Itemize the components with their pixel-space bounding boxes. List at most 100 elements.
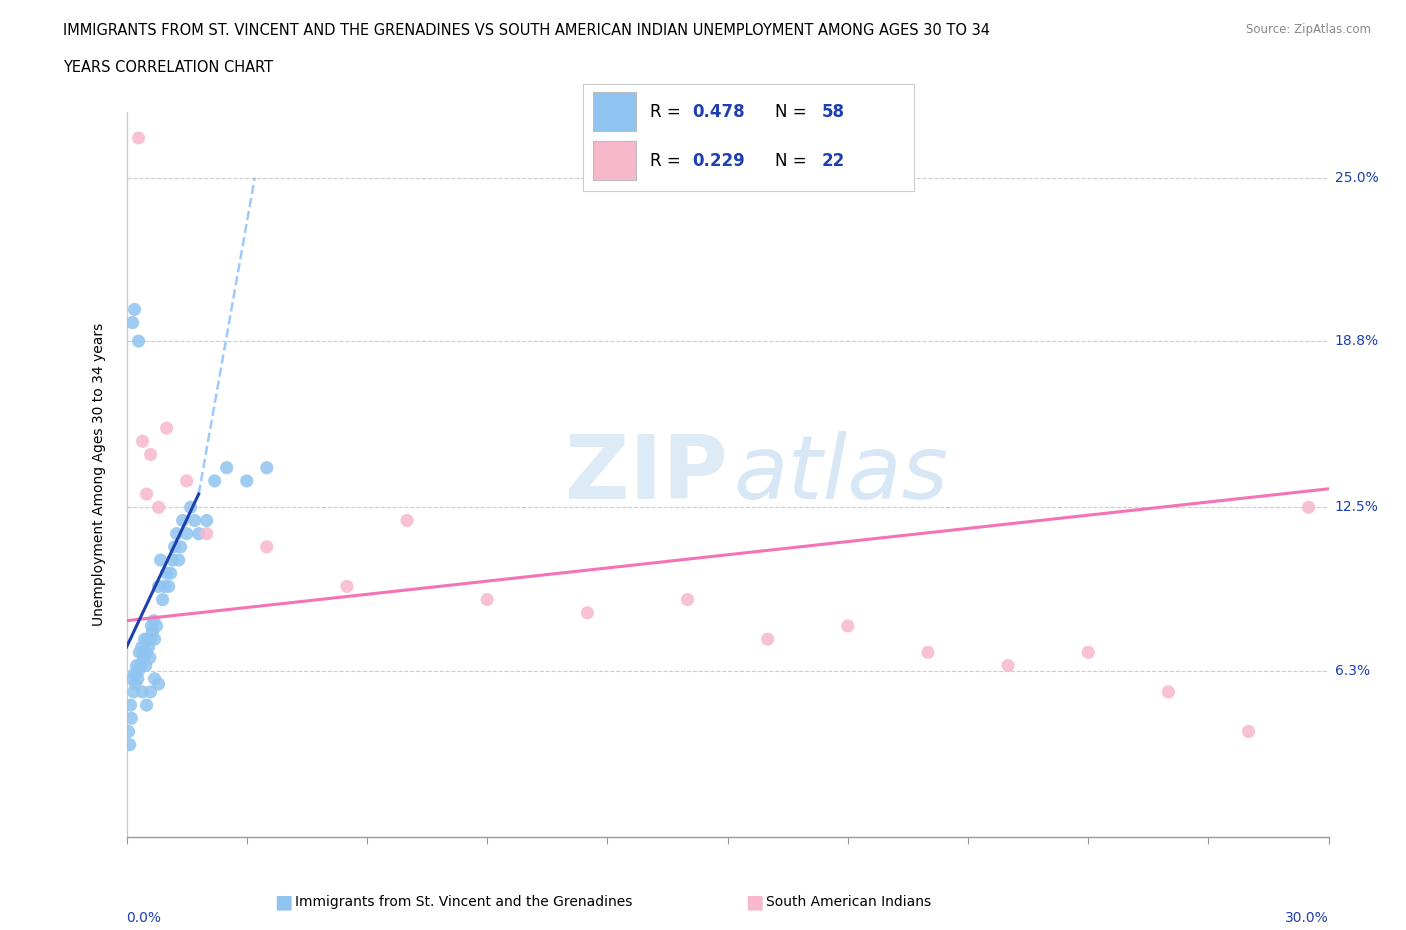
Text: 0.0%: 0.0% xyxy=(127,910,162,924)
Point xyxy=(128,644,150,659)
Point xyxy=(148,499,170,514)
Text: 6.3%: 6.3% xyxy=(1334,664,1369,678)
Point xyxy=(215,460,238,475)
Point xyxy=(121,671,143,686)
Point xyxy=(204,473,226,488)
Point xyxy=(125,658,148,673)
Point xyxy=(396,513,419,528)
Point xyxy=(135,658,157,673)
Point xyxy=(195,513,218,528)
Text: 12.5%: 12.5% xyxy=(1334,500,1378,514)
Point xyxy=(139,631,162,646)
Point xyxy=(169,539,191,554)
Point xyxy=(148,579,170,594)
Point xyxy=(187,526,209,541)
Point xyxy=(128,663,150,678)
Point xyxy=(121,315,143,330)
Point xyxy=(235,473,259,488)
Text: R =: R = xyxy=(650,152,686,169)
Point xyxy=(159,565,181,580)
Point xyxy=(128,334,150,349)
Point xyxy=(155,420,177,435)
Point xyxy=(134,631,156,646)
Text: 18.8%: 18.8% xyxy=(1334,334,1379,348)
Point xyxy=(180,499,202,514)
Point xyxy=(1298,499,1320,514)
Point xyxy=(142,613,165,628)
Point xyxy=(132,650,155,665)
Point xyxy=(142,624,165,639)
Point xyxy=(128,130,150,145)
Point xyxy=(336,579,359,594)
Point xyxy=(1157,684,1180,699)
Text: atlas: atlas xyxy=(734,432,949,517)
Text: 30.0%: 30.0% xyxy=(1285,910,1329,924)
Text: R =: R = xyxy=(650,102,686,121)
Text: ZIP: ZIP xyxy=(565,431,728,518)
Point xyxy=(756,631,779,646)
Text: Immigrants from St. Vincent and the Grenadines: Immigrants from St. Vincent and the Gren… xyxy=(295,895,633,910)
Text: IMMIGRANTS FROM ST. VINCENT AND THE GRENADINES VS SOUTH AMERICAN INDIAN UNEMPLOY: IMMIGRANTS FROM ST. VINCENT AND THE GREN… xyxy=(63,23,990,38)
Point xyxy=(148,676,170,691)
Point xyxy=(1077,644,1099,659)
Point xyxy=(155,565,177,580)
Point xyxy=(124,676,146,691)
Point xyxy=(135,698,157,712)
Text: 0.478: 0.478 xyxy=(693,102,745,121)
Point xyxy=(131,684,153,699)
Point xyxy=(118,737,141,752)
Point xyxy=(138,640,160,655)
Point xyxy=(143,671,166,686)
Text: Source: ZipAtlas.com: Source: ZipAtlas.com xyxy=(1246,23,1371,36)
Point xyxy=(124,666,146,681)
Text: ■: ■ xyxy=(745,893,763,911)
Point xyxy=(163,539,186,554)
Point xyxy=(183,513,205,528)
Point xyxy=(127,671,149,686)
Point xyxy=(157,579,180,594)
Point xyxy=(145,618,167,633)
Text: 25.0%: 25.0% xyxy=(1334,170,1378,184)
Point xyxy=(997,658,1019,673)
Point xyxy=(139,650,162,665)
Bar xyxy=(593,92,637,131)
Text: YEARS CORRELATION CHART: YEARS CORRELATION CHART xyxy=(63,60,273,75)
Point xyxy=(676,592,699,607)
Point xyxy=(120,698,142,712)
Text: N =: N = xyxy=(775,152,813,169)
Point xyxy=(120,711,142,725)
Point xyxy=(195,526,218,541)
Point xyxy=(131,640,153,655)
Text: 22: 22 xyxy=(821,152,845,169)
Text: 0.229: 0.229 xyxy=(693,152,745,169)
Point xyxy=(256,539,278,554)
Point xyxy=(117,724,139,739)
Point xyxy=(576,605,599,620)
Point xyxy=(917,644,939,659)
Point xyxy=(176,526,198,541)
Bar xyxy=(593,141,637,180)
Point xyxy=(129,658,152,673)
Point xyxy=(166,526,188,541)
Point xyxy=(152,592,174,607)
Point xyxy=(131,644,153,659)
Point xyxy=(135,486,157,501)
Point xyxy=(143,631,166,646)
Text: N =: N = xyxy=(775,102,813,121)
Point xyxy=(122,684,145,699)
Point xyxy=(837,618,859,633)
Text: 58: 58 xyxy=(821,102,845,121)
Text: South American Indians: South American Indians xyxy=(766,895,931,910)
Point xyxy=(153,579,176,594)
Point xyxy=(167,552,190,567)
Point xyxy=(135,644,157,659)
Point xyxy=(162,552,184,567)
Y-axis label: Unemployment Among Ages 30 to 34 years: Unemployment Among Ages 30 to 34 years xyxy=(91,323,105,626)
Text: ■: ■ xyxy=(274,893,292,911)
Point xyxy=(139,684,162,699)
Point xyxy=(131,434,153,449)
Point xyxy=(141,618,163,633)
Point xyxy=(172,513,194,528)
Point xyxy=(475,592,498,607)
Point xyxy=(124,302,146,317)
